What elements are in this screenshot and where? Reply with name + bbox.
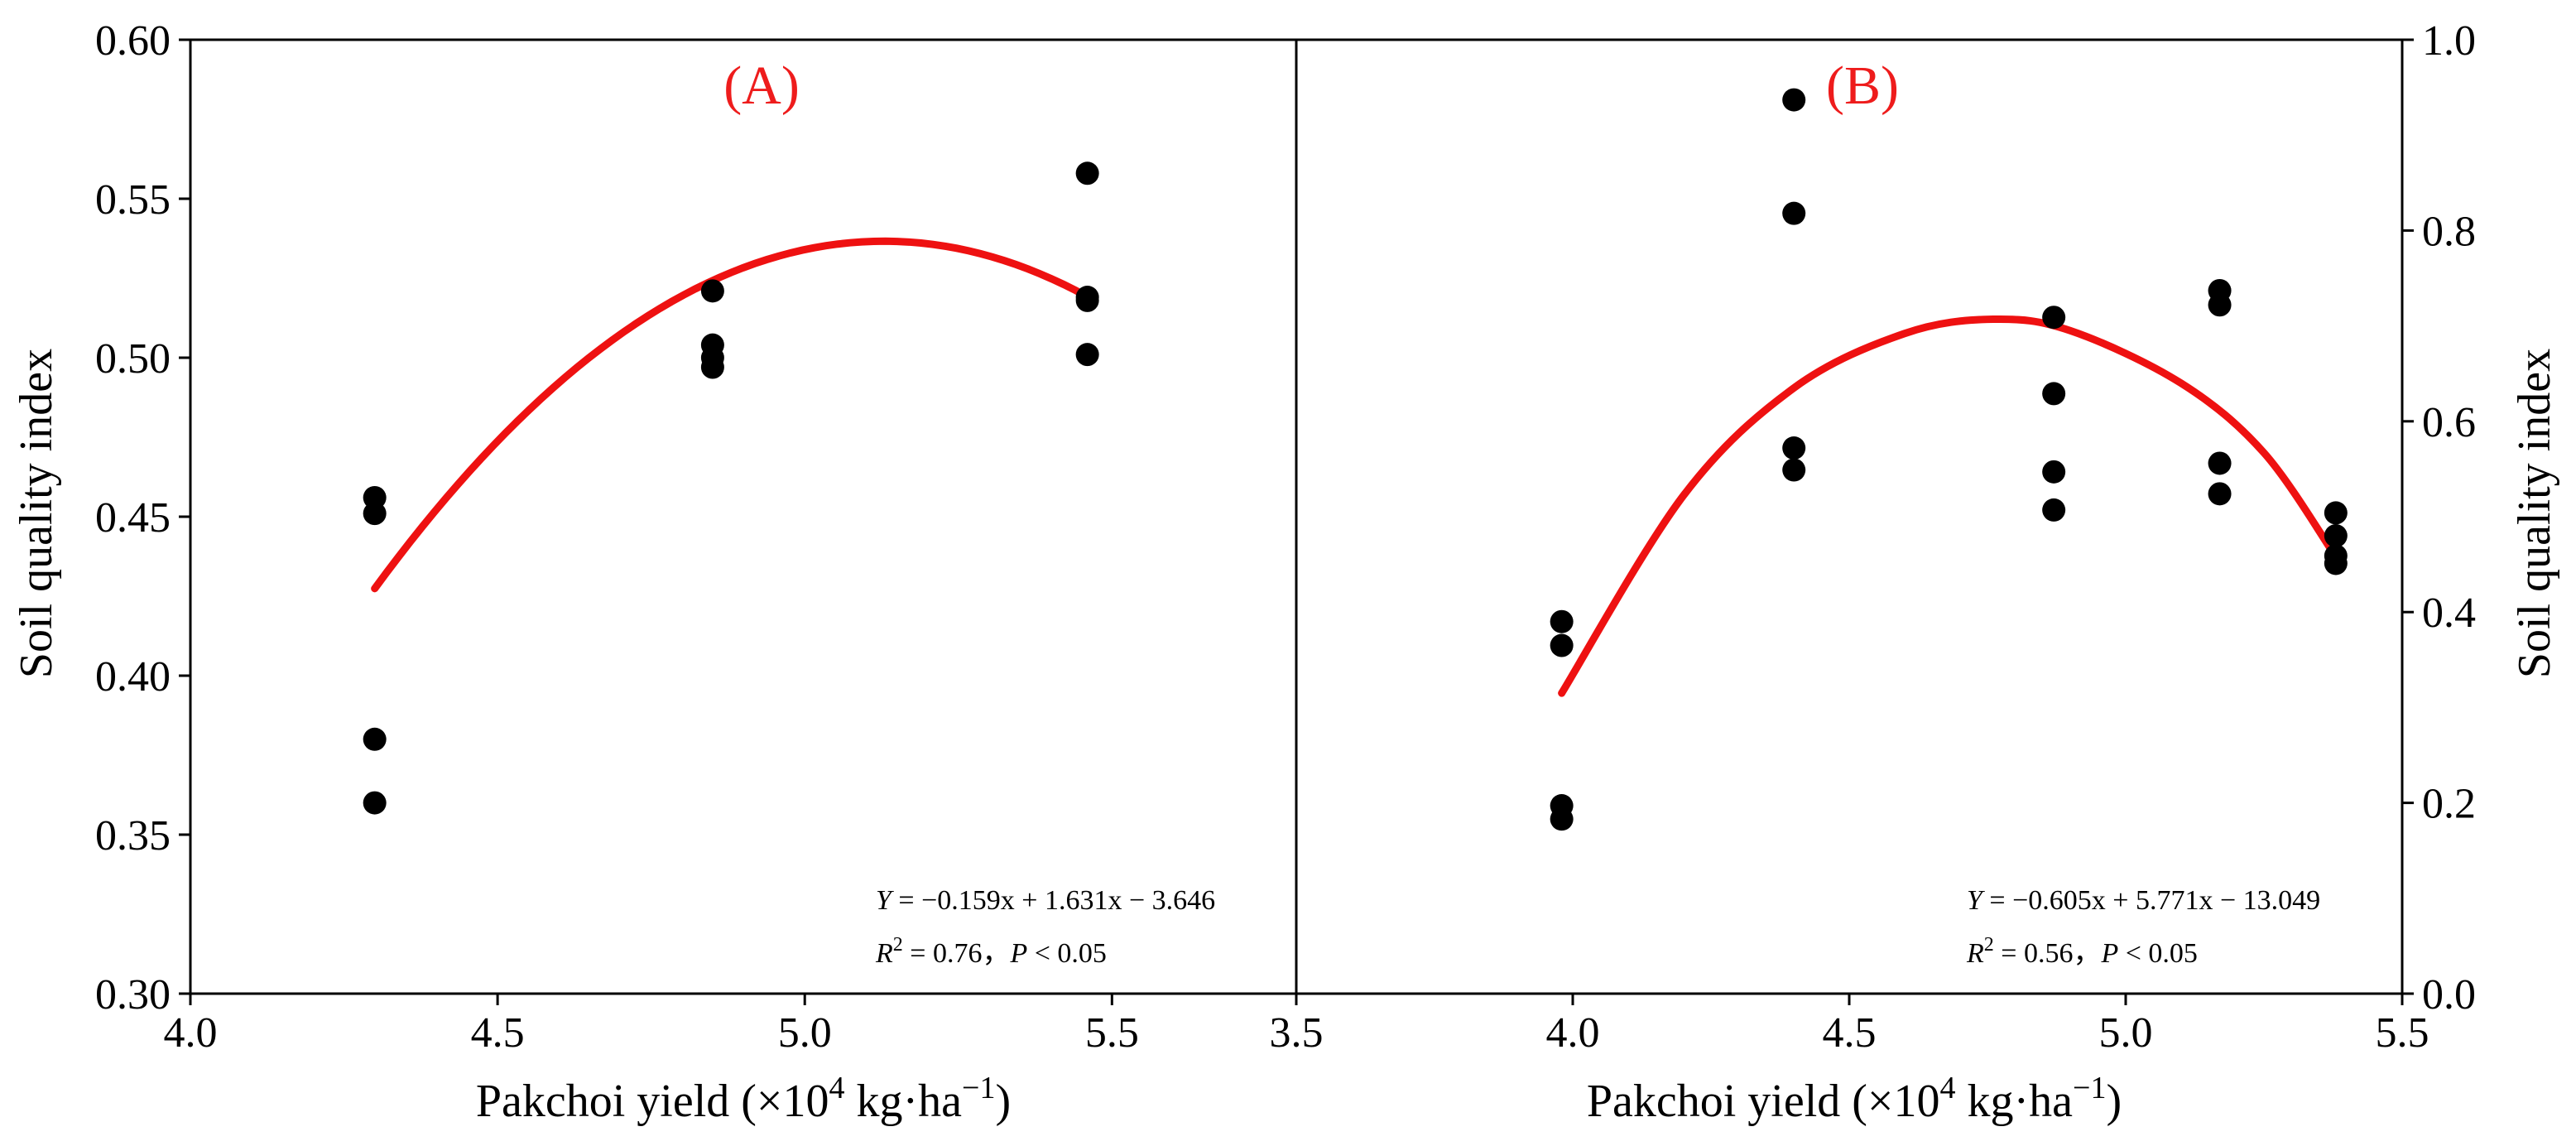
panel-b-r2-p: R2 = 0.56，P < 0.05 — [1966, 934, 2198, 969]
panel-b-y-tick-label: 0.8 — [2422, 208, 2476, 255]
panel-b-data-point — [2042, 460, 2066, 484]
panel-b-x-axis-title: Pakchoi yield (×104 kg·ha−1) — [1587, 1071, 2122, 1127]
panel-b-data-point — [1550, 609, 1574, 633]
panel-b-data-point — [2208, 451, 2232, 475]
panel-b-data-point — [2208, 482, 2232, 506]
panel-a-y-tick-label: 0.45 — [95, 494, 171, 542]
panel-b-x-tick-label: 5.0 — [2099, 1009, 2153, 1057]
panel-b-x-tick-label: 4.0 — [1546, 1009, 1600, 1057]
panel-a-y-tick-label: 0.55 — [95, 176, 171, 224]
panel-a-data-point — [700, 355, 724, 379]
panel-b-y-tick-label: 1.0 — [2422, 17, 2476, 65]
panel-b-y-tick-label: 0.0 — [2422, 971, 2476, 1018]
panel-b-x-tick-label: 3.5 — [1270, 1009, 1324, 1057]
panel-b-data-point — [2324, 551, 2348, 575]
panel-a-x-tick-label: 5.5 — [1085, 1009, 1139, 1057]
panel-a-equation: Y = −0.159x + 1.631x − 3.646 — [876, 885, 1215, 916]
panel-a-y-tick-label: 0.50 — [95, 335, 171, 383]
panel-a-y-tick-label: 0.40 — [95, 653, 171, 701]
panel-a-y-axis-title: Soil quality index — [11, 349, 62, 678]
panel-b-equation: Y = −0.605x + 5.771x − 13.049 — [1967, 885, 2320, 916]
panel-a-y-tick-label: 0.30 — [95, 971, 171, 1018]
panel-a-data-point — [363, 727, 387, 751]
panel-b-data-point — [2042, 498, 2066, 522]
panel-b-y-axis-title: Soil quality index — [2509, 349, 2560, 678]
panel-a-data-point — [1075, 161, 1099, 185]
panel-b-data-point — [2324, 501, 2348, 525]
panel-b-data-point — [1782, 436, 1806, 460]
panel-a-fit-curve — [371, 237, 1092, 593]
panel-a-data-point — [700, 279, 724, 303]
panel-b-data-point — [1550, 633, 1574, 657]
panel-b-data-point — [2042, 306, 2066, 330]
panel-b-data-point — [1782, 458, 1806, 482]
panel-b: 3.5 4.0 4.5 5.0 5.50.0 0.2 0.4 0.6 0.8 1.0 (B) So… — [1270, 17, 2561, 1127]
panel-a-data-point — [363, 791, 387, 815]
panel-a-data-point — [1075, 288, 1099, 312]
panel-a-r2-p: R2 = 0.76，P < 0.05 — [875, 934, 1107, 969]
panel-a-x-tick-label: 4.0 — [164, 1009, 218, 1057]
panel-a-x-tick-label: 4.5 — [471, 1009, 525, 1057]
panel-b-data-point — [1782, 201, 1806, 225]
panel-a-y-tick-label: 0.60 — [95, 17, 171, 65]
panel-b-label: (B) — [1826, 55, 1899, 116]
panel-a: 4.0 4.5 5.0 5.5 0.30 0.35 0.40 0.45 0.50 0.55 0.60… — [11, 17, 1215, 1127]
panel-b-fit-curve — [1558, 315, 2340, 697]
panel-b-y-tick-label: 0.6 — [2422, 399, 2476, 446]
panel-a-y-tick-label: 0.35 — [95, 812, 171, 860]
panel-b-data-point — [2042, 382, 2066, 406]
panel-b-data-point — [2208, 293, 2232, 317]
panel-b-y-tick-label: 0.2 — [2422, 781, 2476, 828]
panel-b-y-tick-label: 0.4 — [2422, 590, 2476, 637]
panel-a-x-axis-title: Pakchoi yield (×104 kg·ha−1) — [476, 1071, 1011, 1127]
panel-a-label: (A) — [723, 55, 800, 116]
panel-a-x-tick-label: 5.0 — [778, 1009, 832, 1057]
panel-b-data-point — [1550, 807, 1574, 831]
panel-b-data-point — [1782, 88, 1806, 112]
panel-b-data-point — [2324, 524, 2348, 548]
panel-a-data-point — [363, 502, 387, 526]
panel-a-data-point — [1075, 343, 1099, 367]
panel-b-x-tick-label: 4.5 — [1823, 1009, 1877, 1057]
panel-a-data-point — [363, 485, 387, 509]
panel-b-x-tick-label: 5.5 — [2376, 1009, 2429, 1057]
